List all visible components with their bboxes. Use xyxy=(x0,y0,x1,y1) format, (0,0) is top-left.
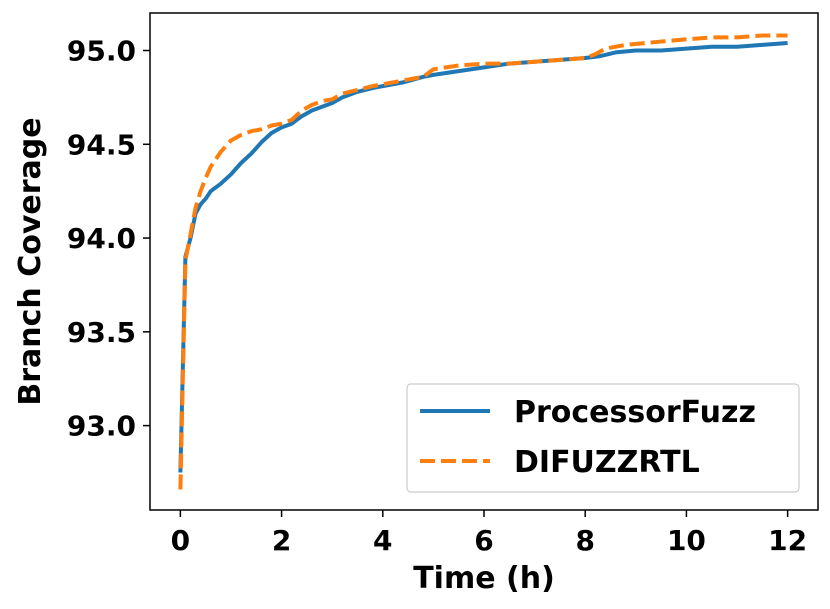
y-tick-label: 93.5 xyxy=(67,316,136,349)
y-tick-label: 94.0 xyxy=(67,222,136,255)
plot-lines xyxy=(178,33,788,490)
y-axis-label: Branch Coverage xyxy=(13,117,48,405)
x-tick-label: 4 xyxy=(373,524,392,557)
x-tick-label: 6 xyxy=(474,524,493,557)
y-axis-ticks: 93.0 93.5 94.0 94.5 95.0 xyxy=(67,35,150,443)
x-axis-label: Time (h) xyxy=(413,561,555,596)
legend-label-difuzzrtl: DIFUZZRTL xyxy=(514,445,700,480)
x-tick-label: 8 xyxy=(575,524,594,557)
x-tick-label: 12 xyxy=(768,524,807,557)
legend: ProcessorFuzz DIFUZZRTL xyxy=(406,383,800,493)
y-tick-label: 93.0 xyxy=(67,410,136,443)
x-axis-ticks: 0 2 4 6 8 10 12 xyxy=(171,510,807,557)
y-tick-label: 95.0 xyxy=(67,35,136,68)
legend-label-processorfuzz: ProcessorFuzz xyxy=(514,395,756,430)
y-tick-label: 94.5 xyxy=(67,128,136,161)
x-tick-label: 2 xyxy=(272,524,291,557)
x-tick-label: 10 xyxy=(667,524,706,557)
x-tick-label: 0 xyxy=(171,524,190,557)
legend-box xyxy=(406,383,800,493)
series-line-difuzzrtl xyxy=(178,33,788,490)
